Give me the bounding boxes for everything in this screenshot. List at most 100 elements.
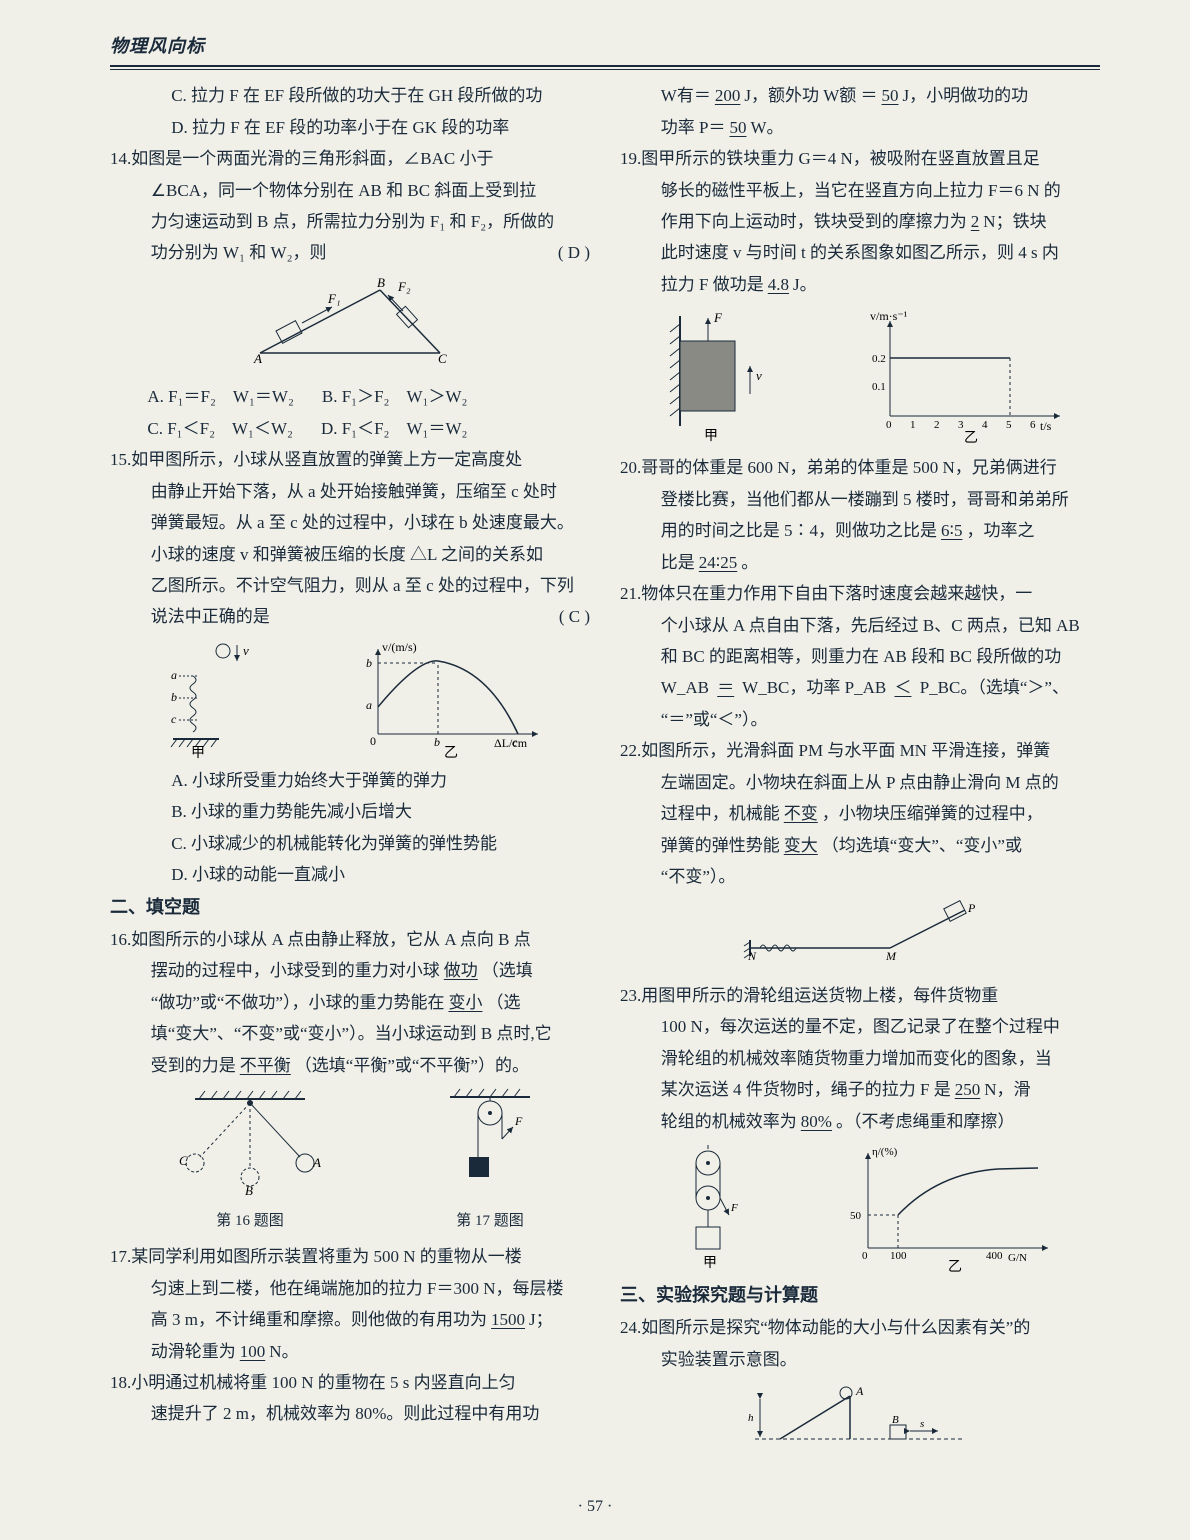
q14: 14.如图是一个两面光滑的三角形斜面，∠BAC 小于	[110, 143, 590, 174]
q18b-a3: 50	[726, 118, 751, 137]
q18b-a1: 200	[711, 86, 745, 105]
q18b-l1: W有＝200J，额外功 W额 ＝50J，小明做功的功	[620, 80, 1100, 111]
svg-text:B: B	[245, 1183, 253, 1197]
q21-t4b: W_BC，功率 P_AB	[742, 678, 886, 697]
q15-opt-b: B. 小球的重力势能先减小后增大	[110, 796, 590, 827]
q14-answer: ( D )	[558, 237, 590, 268]
q23-num: 23.	[620, 986, 641, 1005]
q23-t4a: 某次运送 4 件货物时，绳子的拉力 F 是	[661, 1080, 951, 1099]
q16-t2a: 摆动的过程中，小球受到的重力对小球	[151, 961, 440, 980]
q14-t1: 如图是一个两面光滑的三角形斜面，∠BAC 小于	[131, 149, 493, 168]
q24: 24.如图所示是探究“物体动能的大小与什么因素有关”的	[620, 1312, 1100, 1343]
q22-t4a: 弹簧的弹性势能	[661, 836, 780, 855]
svg-text:G/N: G/N	[1008, 1252, 1027, 1264]
q15-opt-c: C. 小球减少的机械能转化为弹簧的弹性势能	[110, 828, 590, 859]
svg-text:P: P	[967, 901, 976, 915]
q15-t3: 弹簧最短。从 a 至 c 处的过程中，小球在 b 处速度最大。	[110, 507, 590, 538]
svg-text:甲: 甲	[191, 746, 205, 759]
q16-t3a: “做功”或“不做功”），小球的重力势能在	[151, 993, 445, 1012]
q16-t2b: （选填	[482, 961, 533, 980]
q22-a1: 不变	[780, 804, 822, 823]
q24-t2: 实验装置示意图。	[620, 1344, 1100, 1375]
svg-text:F: F	[713, 310, 723, 325]
q18b-t2b: W。	[751, 118, 784, 137]
svg-text:4: 4	[982, 419, 988, 431]
svg-text:b: b	[434, 735, 440, 749]
q20-t4a: 比是	[661, 553, 695, 572]
q20-t3b: ，功率之	[966, 521, 1034, 540]
q17-t4a: 动滑轮重为	[151, 1342, 236, 1361]
q13-opt-c: C. 拉力 F 在 EF 段所做的功大于在 GH 段所做的功	[110, 80, 590, 111]
svg-text:C: C	[438, 351, 447, 365]
q15-line6: 说法中正确的是 ( C )	[110, 601, 590, 632]
q23-t5b: 。（不考虑绳重和摩擦）	[836, 1112, 1015, 1131]
svg-text:A: A	[855, 1384, 864, 1398]
q14-t2: ∠BCA，同一个物体分别在 AB 和 BC 斜面上受到拉	[110, 175, 590, 206]
q22-t1: 如图所示，光滑斜面 PM 与水平面 MN 平滑连接，弹簧	[641, 741, 1050, 760]
q19-t3b: N；铁块	[983, 212, 1046, 231]
svg-text:F: F	[730, 1202, 738, 1214]
q14-opt-d: D. F₁＜F₂ W₁＝W₂	[321, 413, 467, 444]
q23: 23.用图甲所示的滑轮组运送货物上楼，每件货物重	[620, 980, 1100, 1011]
svg-text:甲: 甲	[704, 429, 718, 444]
q19-l3: 作用下向上运动时，铁块受到的摩擦力为2N；铁块	[620, 206, 1100, 237]
q15-opt-d: D. 小球的动能一直减小	[110, 859, 590, 890]
q14-num: 14.	[110, 149, 131, 168]
q24-t1: 如图所示是探究“物体动能的大小与什么因素有关”的	[641, 1318, 1030, 1337]
q18: 18.小明通过机械将重 100 N 的重物在 5 s 内竖直向上匀	[110, 1367, 590, 1398]
q22-l4: 弹簧的弹性势能变大（均选填“变大”、“变小”或	[620, 830, 1100, 861]
q21-t2: 个小球从 A 点自由下落，先后经过 B、C 两点，已知 AB	[620, 610, 1100, 641]
q17-num: 17.	[110, 1247, 131, 1266]
q22-a2: 变大	[780, 836, 822, 855]
svg-text:0.1: 0.1	[872, 381, 886, 393]
rule-thin	[110, 69, 1100, 70]
svg-text:M: M	[885, 949, 897, 963]
svg-text:A: A	[253, 351, 262, 365]
q18-t1: 小明通过机械将重 100 N 的重物在 5 s 内竖直向上匀	[131, 1373, 515, 1392]
right-column: W有＝200J，额外功 W额 ＝50J，小明做功的功 功率 P＝50W。 19.…	[620, 80, 1100, 1467]
section-2-heading: 二、填空题	[110, 891, 590, 924]
svg-text:B: B	[377, 275, 385, 290]
q16-t3b: （选	[486, 993, 520, 1012]
q21-t4a: W_AB	[661, 678, 709, 697]
q22: 22.如图所示，光滑斜面 PM 与水平面 MN 平滑连接，弹簧	[620, 735, 1100, 766]
q14-opts-row2: C. F₁＜F₂ W₁＜W₂ D. F₁＜F₂ W₁＝W₂	[110, 413, 590, 444]
q23-t5a: 轮组的机械效率为	[661, 1112, 797, 1131]
q15-answer: ( C )	[559, 601, 590, 632]
q19-l5: 拉力 F 做功是4.8J。	[620, 269, 1100, 300]
q21-t4c: P_BC。（选填“＞”、	[920, 678, 1069, 697]
q19-a1: 2	[967, 212, 984, 231]
q22-l3: 过程中，机械能不变，小物块压缩弹簧的过程中，	[620, 798, 1100, 829]
q17-t3b: J；	[529, 1310, 553, 1329]
q19-figure: F v 甲 v/m·s⁻¹ t/s 0.2 0.1 0123456 乙	[620, 306, 1100, 446]
q21-t1: 物体只在重力作用下自由下落时速度会越来越快，一	[641, 584, 1032, 603]
svg-text:h: h	[748, 1412, 754, 1424]
q17-t3a: 高 3 m，不计绳重和摩擦。则他做的有用功为	[151, 1310, 487, 1329]
q18-num: 18.	[110, 1373, 131, 1392]
q18b-t1b: J，额外功 W额 ＝	[744, 86, 877, 105]
svg-text:F₁: F₁	[327, 291, 340, 306]
q21-t3: 和 BC 的距离相等，则重力在 AB 段和 BC 段所做的功	[620, 641, 1100, 672]
q15-t5: 乙图所示。不计空气阻力，则从 a 至 c 处的过程中，下列	[110, 570, 590, 601]
svg-text:2: 2	[934, 419, 940, 431]
q14-opt-b: B. F₁＞F₂ W₁＞W₂	[322, 381, 468, 412]
q20-t2: 登楼比赛，当他们都从一楼蹦到 5 楼时，哥哥和弟弟所	[620, 484, 1100, 515]
q16: 16.如图所示的小球从 A 点由静止释放，它从 A 点向 B 点	[110, 924, 590, 955]
q16-l3: “做功”或“不做功”），小球的重力势能在变小（选	[110, 987, 590, 1018]
svg-text:100: 100	[890, 1250, 907, 1262]
q20-l3: 用的时间之比是 5∶4，则做功之比是6∶5，功率之	[620, 515, 1100, 546]
svg-text:6: 6	[1030, 419, 1036, 431]
q21-num: 21.	[620, 584, 641, 603]
svg-text:ΔL/cm: ΔL/cm	[494, 736, 528, 750]
page-number: · 57 ·	[0, 1492, 1190, 1522]
q15-num: 15.	[110, 450, 131, 469]
svg-text:s: s	[920, 1418, 924, 1430]
svg-text:N: N	[747, 949, 757, 963]
q19-a2: 4.8	[764, 275, 793, 294]
q16-t5a: 受到的力是	[151, 1056, 236, 1075]
svg-text:b: b	[366, 656, 372, 670]
q16-num: 16.	[110, 930, 131, 949]
q20: 20.哥哥的体重是 600 N，弟弟的体重是 500 N，兄弟俩进行	[620, 452, 1100, 483]
svg-text:甲: 甲	[703, 1256, 717, 1271]
q16-ans1: 做功	[440, 961, 482, 980]
